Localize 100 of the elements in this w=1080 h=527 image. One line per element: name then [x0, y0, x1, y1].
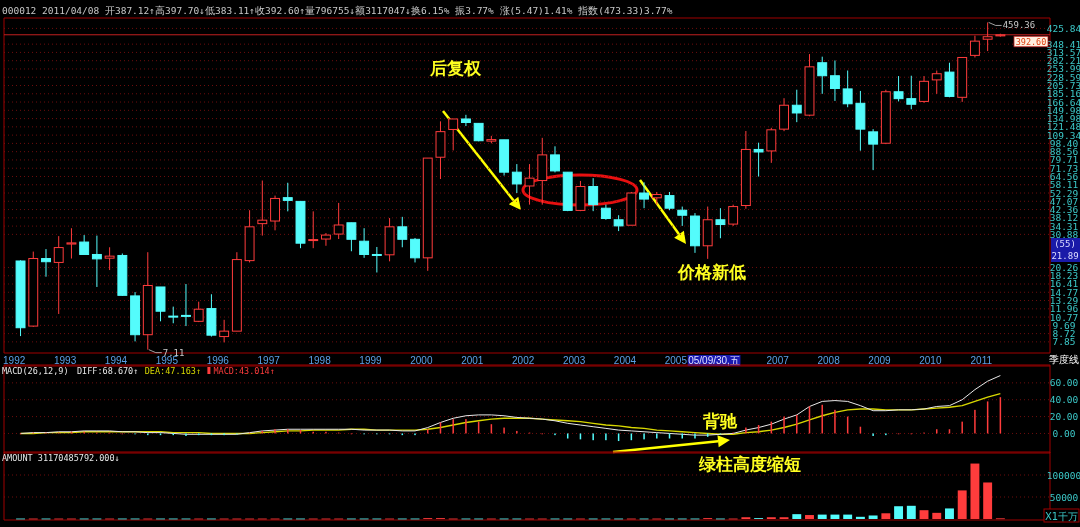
candlestick — [677, 206, 688, 227]
bar — [817, 514, 827, 519]
text: DEA:47.163↑ — [144, 366, 202, 376]
candlestick — [906, 75, 917, 110]
candlestick — [320, 232, 331, 247]
candlestick — [41, 248, 51, 278]
candlestick — [219, 319, 230, 343]
bar — [792, 514, 802, 519]
bar — [919, 510, 929, 519]
annotation: 7.11 — [162, 347, 185, 358]
candlestick — [397, 216, 408, 248]
candlestick — [550, 145, 560, 173]
candlestick — [53, 235, 64, 315]
x-tick-label: 2010 — [919, 355, 942, 366]
y-tick-label: 205.73 — [1046, 80, 1080, 91]
candlestick — [817, 56, 828, 95]
x-tick-label: 1999 — [359, 355, 383, 366]
annotation: 459.36 — [1002, 20, 1036, 31]
x-tick-label: 2005 — [664, 355, 688, 366]
bar — [805, 515, 814, 519]
candlestick — [982, 21, 993, 52]
x-tick-label: 1995 — [155, 355, 179, 366]
candlestick — [308, 210, 319, 249]
candlestick — [969, 35, 980, 58]
x-tick-label: 2002 — [512, 355, 535, 366]
y-tick-label: 20.26 — [1049, 261, 1079, 273]
candlestick — [346, 222, 357, 252]
bar — [868, 515, 878, 519]
x-tick-label: 2007 — [766, 355, 790, 366]
candlestick — [919, 75, 929, 104]
x-tick-label: 1993 — [53, 355, 77, 366]
bar — [855, 516, 865, 519]
bar — [945, 508, 954, 519]
candlestick — [181, 283, 191, 327]
candlestick — [791, 89, 802, 123]
candlestick — [371, 246, 382, 273]
ref-line-label: 392.60 — [1015, 36, 1047, 47]
annotation: 绿柱高度缩短 — [698, 454, 801, 474]
bar — [894, 506, 904, 519]
text: 季度线 — [1049, 354, 1079, 365]
chart-title: 000012 2011/04/08 开387.12↑高397.70↓低383.11↑收392.60↑量796755↓额3117047↓换6.15% 振3.77% 涨(5.47)1.41% 指数(473.33)3.77% — [2, 5, 673, 16]
candlestick — [282, 182, 293, 212]
bar — [881, 513, 891, 519]
x-tick-label: 2009 — [868, 355, 892, 366]
candlestick — [753, 142, 764, 178]
candlestick — [257, 180, 268, 237]
annotation: 后复权 — [428, 58, 482, 78]
bar — [983, 482, 993, 519]
y-tick-label: 0.00 — [1052, 427, 1076, 439]
y-tick-label: 20.00 — [1049, 411, 1079, 423]
x-tick-label: 1998 — [308, 355, 332, 366]
y-tick-label: 425.84 — [1046, 22, 1080, 34]
candlestick — [79, 234, 90, 255]
x-tick-label: 2000 — [410, 355, 433, 366]
candlestick — [460, 114, 471, 127]
chart-title: MACD(26,12,9) — [2, 366, 69, 376]
candlestick — [868, 128, 879, 171]
x-tick-label: 1996 — [206, 355, 230, 366]
y-tick-label: 100000 — [1046, 469, 1080, 481]
bar — [843, 514, 853, 519]
candlestick — [511, 163, 522, 194]
text: 21.89 — [1051, 251, 1079, 261]
candlestick — [104, 246, 115, 271]
x-tick-label: 2003 — [562, 355, 586, 366]
candlestick — [270, 195, 280, 231]
candlestick — [893, 75, 904, 102]
annotation: X1千万 — [1044, 511, 1079, 522]
text: DIFF:68.670↑ — [76, 366, 139, 376]
x-tick-label: 1992 — [3, 355, 26, 366]
bar — [957, 490, 967, 519]
candlestick — [829, 59, 840, 102]
x-tick-label: 2011 — [970, 355, 993, 366]
candlestick — [931, 70, 942, 95]
candlestick — [410, 237, 420, 263]
bar — [932, 512, 942, 519]
candlestick — [524, 163, 535, 206]
x-tick-label: 2008 — [817, 355, 841, 366]
x-tick-label: 1997 — [257, 355, 281, 366]
y-tick-label: 40.00 — [1049, 394, 1079, 406]
candlestick — [779, 97, 789, 132]
legend-label: MACD:43.014↑ — [213, 366, 275, 376]
candlestick — [664, 191, 675, 211]
bar — [906, 505, 916, 519]
candlestick — [359, 227, 370, 259]
candlestick — [448, 118, 459, 151]
x-tick-label: 2004 — [613, 355, 637, 366]
candlestick — [728, 204, 739, 227]
chart-title: AMOUNT 31170485792.000↓ — [2, 453, 120, 463]
candlestick — [588, 177, 599, 212]
candlestick — [91, 235, 102, 288]
annotation: 背驰 — [702, 411, 738, 431]
x-tick-label: 1994 — [104, 355, 128, 366]
candlestick — [639, 181, 650, 209]
candlestick — [715, 207, 726, 239]
y-tick-label: 50000 — [1049, 491, 1079, 503]
annotation: 价格新低 — [677, 262, 746, 282]
x-tick-label: 2001 — [461, 355, 484, 366]
x-tick-label: 05/09/30,五 — [688, 355, 740, 366]
candlestick — [66, 227, 77, 260]
y-tick-label: 60.00 — [1049, 377, 1079, 389]
